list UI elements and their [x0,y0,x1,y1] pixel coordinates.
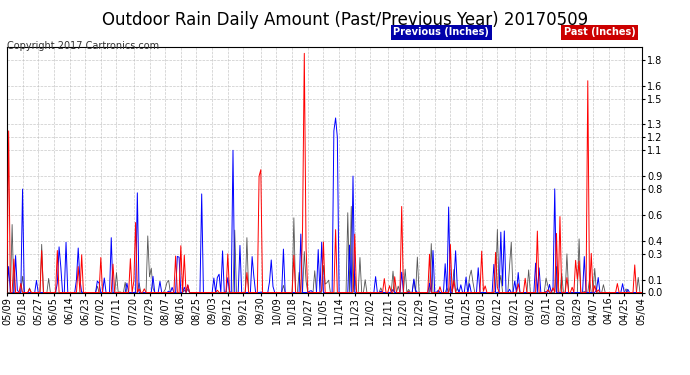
Text: Past (Inches): Past (Inches) [564,27,635,37]
Text: Copyright 2017 Cartronics.com: Copyright 2017 Cartronics.com [7,41,159,51]
Text: Outdoor Rain Daily Amount (Past/Previous Year) 20170509: Outdoor Rain Daily Amount (Past/Previous… [102,11,588,29]
Text: Previous (Inches): Previous (Inches) [393,27,489,37]
